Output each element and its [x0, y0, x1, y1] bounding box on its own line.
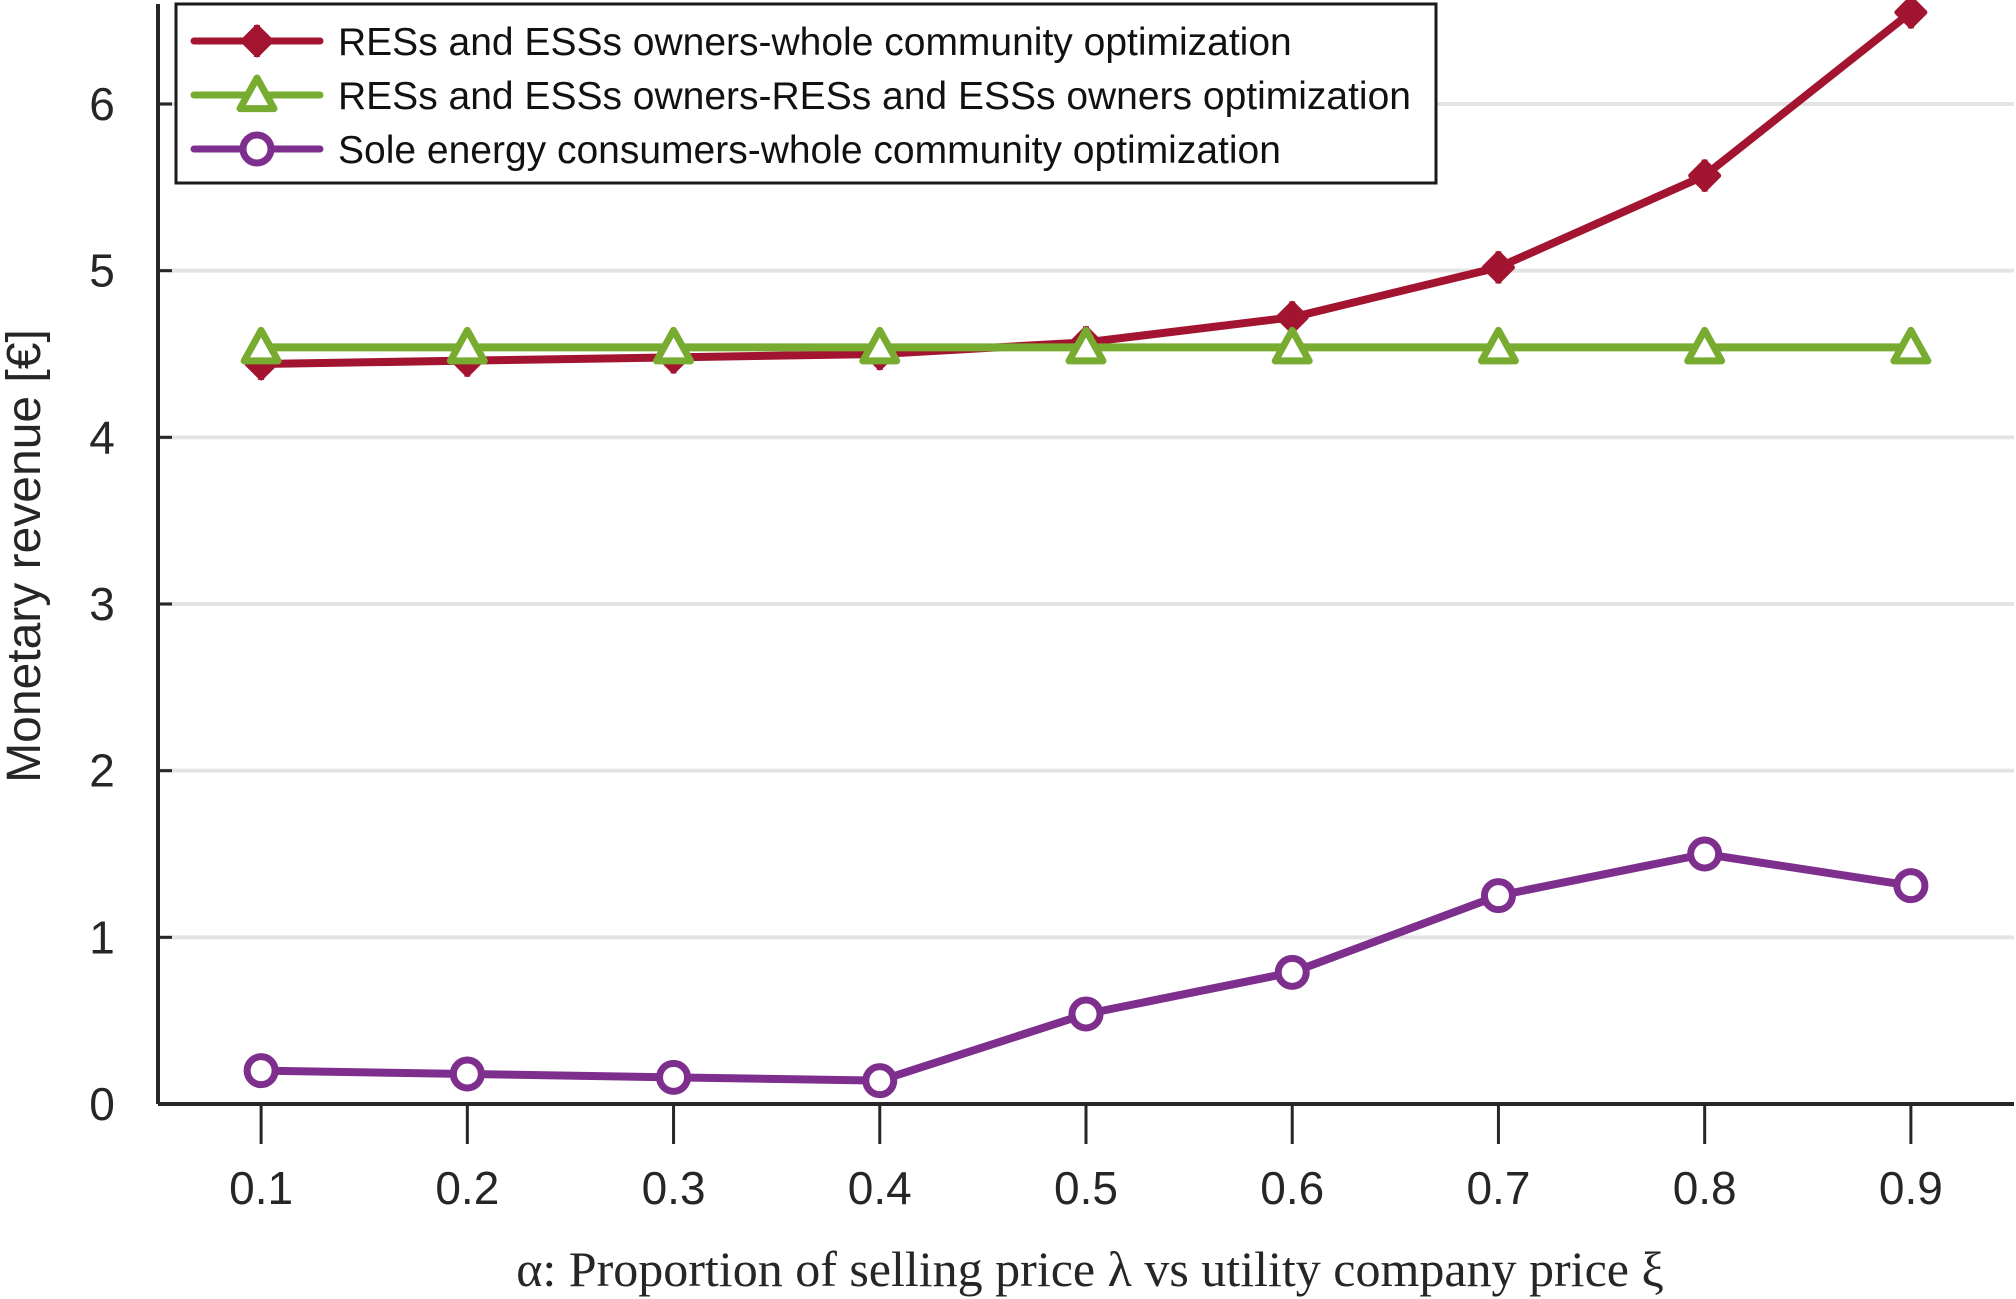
data-point: [240, 326, 282, 365]
data-point: [859, 326, 901, 365]
x-tick-label: 0.5: [1054, 1162, 1118, 1214]
y-tick-label: 4: [89, 411, 115, 463]
legend-marker: [239, 131, 275, 167]
axes: [156, 4, 2014, 1144]
data-point: [1477, 326, 1519, 365]
legend-marker-shape: [239, 131, 275, 167]
legend-marker-shape: [236, 74, 278, 113]
data-point: [1890, 326, 1932, 365]
x-tick-label: 0.6: [1260, 1162, 1324, 1214]
data-point: [1271, 326, 1313, 365]
data-point: [656, 1059, 692, 1095]
data-point: [446, 326, 488, 365]
y-tick-label: 2: [89, 745, 115, 797]
data-point: [449, 1056, 485, 1092]
legend-entry-0: RESs and ESSs owners-whole community opt…: [190, 21, 1292, 64]
data-point: [1893, 868, 1929, 904]
y-axis-title: Monetary revenue [€]: [0, 329, 51, 783]
legend-box: [174, 2, 1438, 185]
legend-label: RESs and ESSs owners-RESs and ESSs owner…: [338, 75, 1411, 118]
y-tick-label: 1: [89, 911, 115, 963]
legend-entry-1: RESs and ESSs owners-RESs and ESSs owner…: [190, 74, 1411, 118]
x-tick-label: 0.8: [1673, 1162, 1737, 1214]
y-tick-label: 0: [89, 1078, 115, 1130]
legend-label: RESs and ESSs owners-whole community opt…: [338, 21, 1292, 64]
x-tick-label: 0.7: [1466, 1162, 1530, 1214]
x-tick-label: 0.1: [229, 1162, 293, 1214]
y-tick-label: 6: [89, 78, 115, 130]
legend-marker: [236, 74, 278, 113]
x-tick-label: 0.3: [642, 1162, 706, 1214]
y-tick-label: 5: [89, 245, 115, 297]
series-line: [257, 850, 1915, 1085]
legend: RESs and ESSs owners-whole community opt…: [174, 2, 1438, 185]
data-point: [1274, 954, 1310, 990]
data-point: [1065, 326, 1107, 365]
data-point: [653, 326, 695, 365]
legend-label: Sole energy consumers-whole community op…: [338, 129, 1281, 172]
series-2: [243, 836, 1929, 1099]
gridlines: [158, 102, 2014, 940]
data-point: [1687, 836, 1723, 872]
data-point: [862, 1063, 898, 1099]
x-tick-label: 0.4: [848, 1162, 912, 1214]
x-axis-title: α: Proportion of selling price λ vs util…: [516, 1241, 1664, 1297]
tick-labels: 0 1 2 3 4 5 6 0.1 0.2 0.3 0.4 0.5 0.6 0.7 0.8 0.9: [89, 78, 1943, 1214]
legend-marker: [240, 24, 274, 58]
data-point: [1068, 996, 1104, 1032]
y-tick-label: 3: [89, 578, 115, 630]
series-layer: [240, 0, 1932, 1099]
data-point: [1684, 326, 1726, 365]
x-tick-label: 0.2: [435, 1162, 499, 1214]
data-point: [243, 1053, 279, 1089]
data-point: [1480, 878, 1516, 914]
x-tick-label: 0.9: [1879, 1162, 1943, 1214]
legend-entry-2: Sole energy consumers-whole community op…: [190, 129, 1281, 172]
series-1: [240, 326, 1932, 365]
